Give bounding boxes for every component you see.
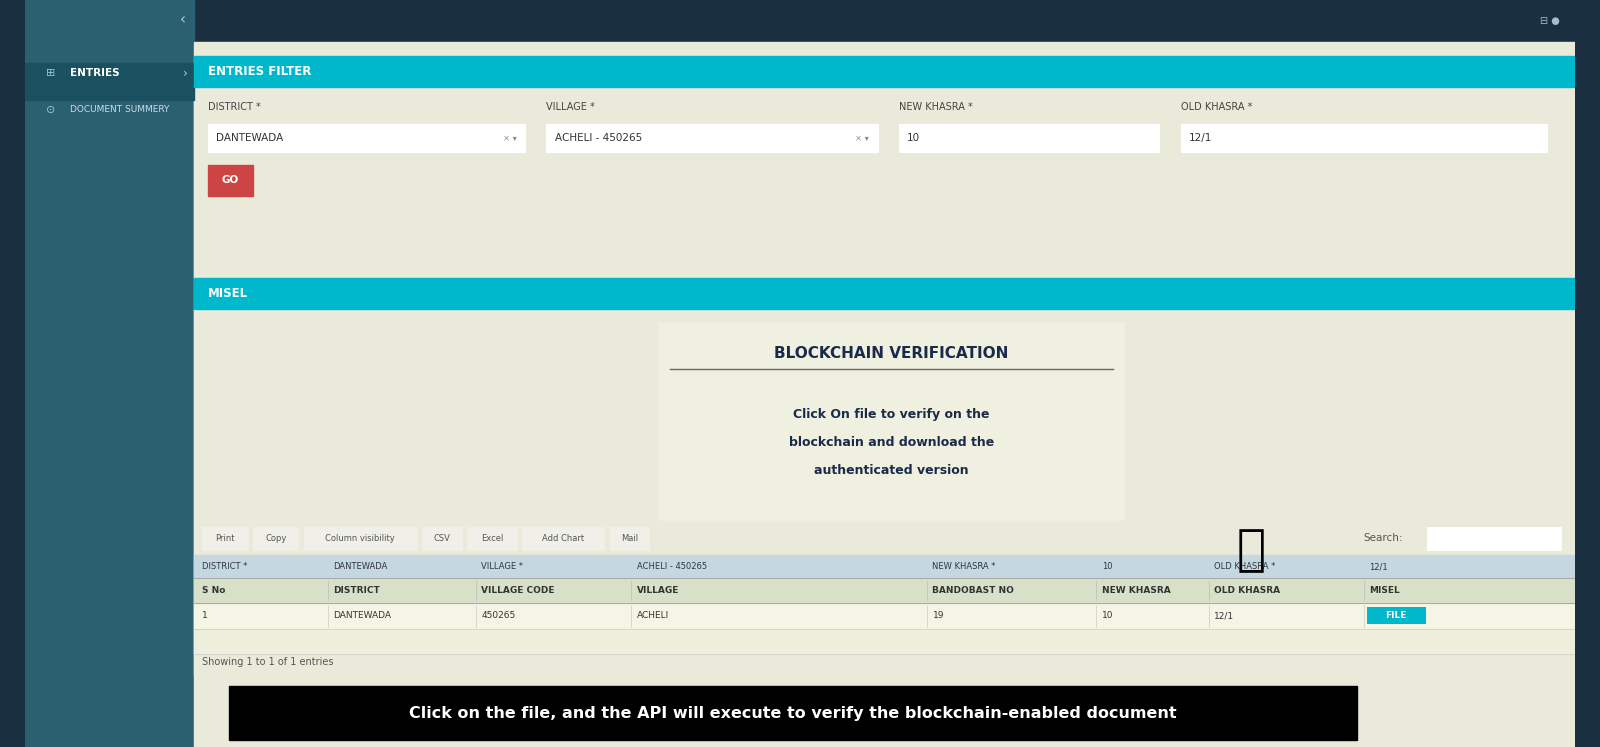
Bar	[1181, 124, 1547, 152]
Text: FILE: FILE	[1386, 612, 1406, 621]
Text: BLOCKCHAIN VERIFICATION: BLOCKCHAIN VERIFICATION	[774, 347, 1010, 362]
Bar	[610, 527, 650, 550]
Text: DANTEWADA: DANTEWADA	[216, 133, 283, 143]
Text: blockchain and download the: blockchain and download the	[789, 436, 994, 449]
Text: Copy: Copy	[266, 534, 286, 543]
Text: BANDOBAST NO: BANDOBAST NO	[933, 586, 1014, 595]
Bar	[253, 527, 298, 550]
Text: Showing 1 to 1 of 1 entries: Showing 1 to 1 of 1 entries	[202, 657, 334, 667]
Text: VILLAGE *: VILLAGE *	[546, 102, 595, 112]
Text: NEW KHASRA *: NEW KHASRA *	[933, 562, 995, 571]
Text: 1: 1	[202, 612, 208, 621]
Text: 19: 19	[933, 612, 944, 621]
Text: ACHELI - 450265: ACHELI - 450265	[637, 562, 707, 571]
Bar	[194, 56, 1574, 87]
Text: ⊟ ●: ⊟ ●	[1539, 16, 1560, 26]
Text: DOCUMENT SUMMERY: DOCUMENT SUMMERY	[70, 105, 170, 114]
Bar	[522, 527, 605, 550]
Text: Column visibility: Column visibility	[325, 534, 395, 543]
Bar	[208, 165, 253, 196]
Bar	[467, 527, 517, 550]
Text: NEW KHASRA: NEW KHASRA	[1102, 586, 1170, 595]
Bar	[194, 87, 1574, 249]
Bar	[1366, 607, 1426, 624]
Text: ⊙: ⊙	[46, 105, 56, 115]
Text: VILLAGE CODE: VILLAGE CODE	[482, 586, 555, 595]
Text: ⊞: ⊞	[46, 68, 56, 78]
Bar	[229, 686, 1357, 740]
Bar	[194, 555, 1574, 578]
Bar	[26, 0, 194, 747]
Text: ACHELI: ACHELI	[637, 612, 669, 621]
Bar	[202, 527, 248, 550]
Text: VILLAGE: VILLAGE	[637, 586, 678, 595]
Text: 12/1: 12/1	[1214, 612, 1235, 621]
Text: DISTRICT: DISTRICT	[333, 586, 381, 595]
Text: OLD KHASRA: OLD KHASRA	[1214, 586, 1280, 595]
Text: ENTRIES: ENTRIES	[70, 68, 120, 78]
Text: 450265: 450265	[482, 612, 515, 621]
Text: DISTRICT *: DISTRICT *	[208, 102, 261, 112]
Text: CSV: CSV	[434, 534, 451, 543]
Bar	[208, 124, 525, 152]
Text: S No: S No	[202, 586, 226, 595]
Text: OLD KHASRA *: OLD KHASRA *	[1181, 102, 1251, 112]
Bar	[899, 124, 1160, 152]
Text: ›: ›	[182, 66, 187, 80]
Text: GO: GO	[222, 176, 240, 185]
Bar	[194, 309, 1574, 675]
Text: MISEL: MISEL	[1370, 586, 1400, 595]
Text: 10: 10	[1102, 612, 1114, 621]
Text: Excel: Excel	[482, 534, 504, 543]
Text: DANTEWADA: DANTEWADA	[333, 612, 392, 621]
Text: 10: 10	[907, 133, 920, 143]
Text: ENTRIES FILTER: ENTRIES FILTER	[208, 66, 312, 78]
Text: Click On file to verify on the: Click On file to verify on the	[794, 408, 990, 421]
Text: ‹: ‹	[179, 12, 186, 27]
Bar	[304, 527, 416, 550]
Text: DANTEWADA: DANTEWADA	[333, 562, 387, 571]
Text: 👆: 👆	[1237, 526, 1266, 574]
Text: Click on the file, and the API will execute to verify the blockchain-enabled doc: Click on the file, and the API will exec…	[410, 706, 1176, 721]
Bar	[194, 629, 1574, 654]
Text: Add Chart: Add Chart	[542, 534, 584, 543]
Text: 12/1: 12/1	[1189, 133, 1213, 143]
Text: DISTRICT *: DISTRICT *	[202, 562, 248, 571]
Bar	[194, 278, 1574, 309]
Bar	[422, 527, 462, 550]
Text: Search:: Search:	[1363, 533, 1403, 543]
Bar	[194, 43, 1574, 747]
Text: OLD KHASRA *: OLD KHASRA *	[1214, 562, 1275, 571]
Bar	[659, 323, 1125, 520]
Bar	[546, 124, 877, 152]
Text: × ▾: × ▾	[854, 134, 869, 143]
Text: 10: 10	[1102, 562, 1112, 571]
Text: authenticated version: authenticated version	[814, 464, 970, 477]
Text: 12/1: 12/1	[1370, 562, 1389, 571]
Text: × ▾: × ▾	[502, 134, 517, 143]
Text: Mail: Mail	[621, 534, 638, 543]
Bar	[194, 249, 1574, 278]
Bar	[1427, 527, 1562, 550]
Text: VILLAGE *: VILLAGE *	[482, 562, 523, 571]
Text: Print: Print	[216, 534, 235, 543]
Text: MISEL: MISEL	[208, 287, 248, 300]
Text: NEW KHASRA *: NEW KHASRA *	[899, 102, 973, 112]
Bar	[194, 578, 1574, 604]
Bar	[26, 63, 194, 100]
Text: ACHELI - 450265: ACHELI - 450265	[555, 133, 642, 143]
Bar	[194, 604, 1574, 629]
